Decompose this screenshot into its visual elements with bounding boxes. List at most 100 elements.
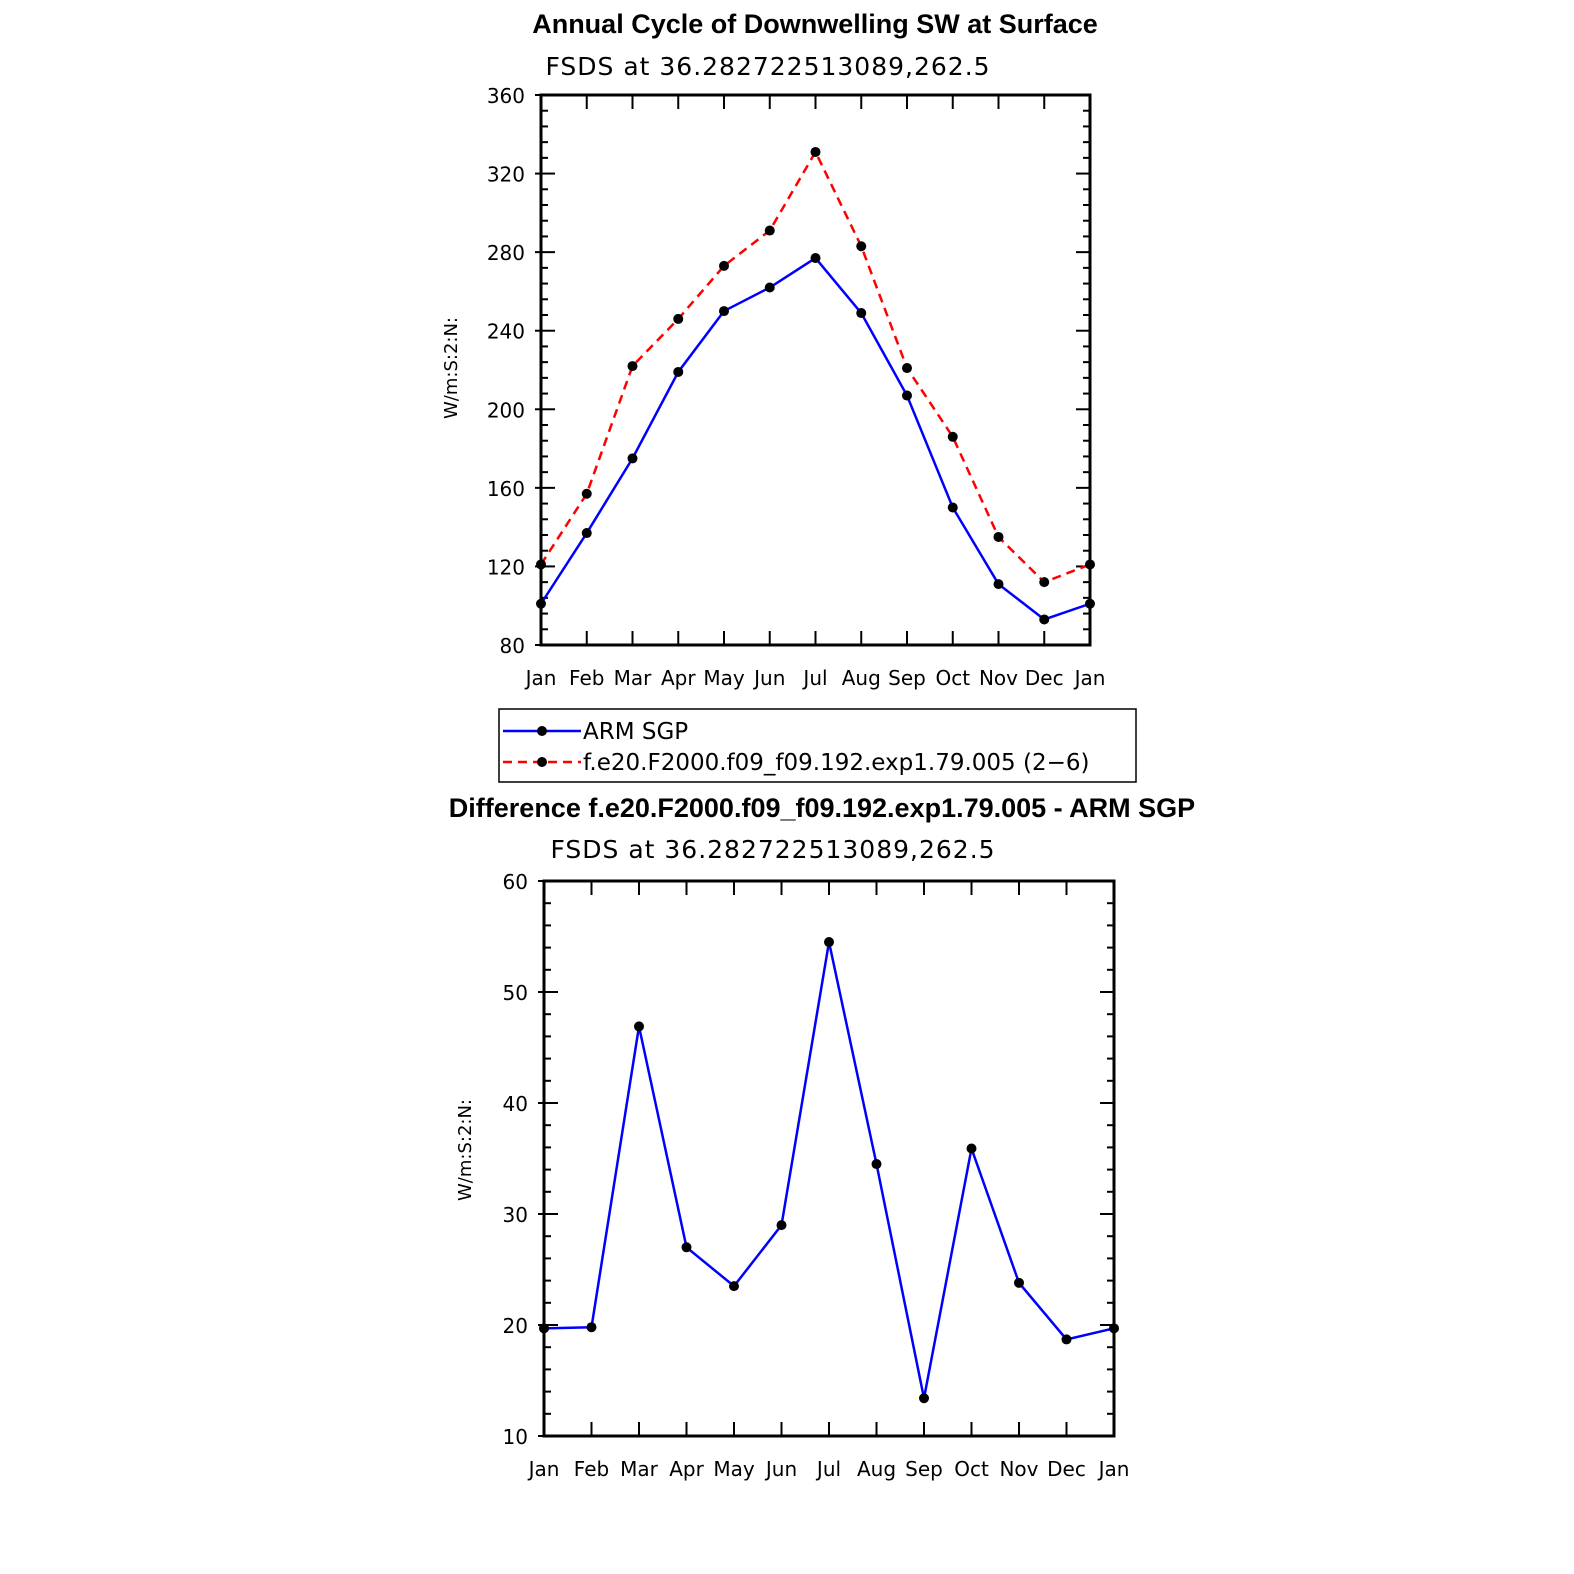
y-tick-label: 200 [487,398,525,422]
series-layer [536,146,1095,625]
series-line [539,256,1091,621]
x-tick-label: Sep [888,666,926,690]
legend-label-model: f.e20.F2000.f09_f09.192.exp1.79.005 (2−6… [583,750,1089,776]
x-tick-label: Oct [935,666,970,690]
series-line [539,149,1091,584]
y-tick-label: 360 [487,84,525,108]
x-tick-label: Mar [620,1457,659,1481]
y-tick-label: 30 [503,1203,528,1227]
data-point [581,528,592,539]
x-tick-label: Jul [801,666,827,690]
data-point [634,1021,644,1032]
data-point [627,453,638,464]
y-tick-label: 20 [503,1314,528,1338]
data-point [764,282,775,293]
data-point [673,366,684,377]
plot-frame [542,879,1116,1438]
data-point [1061,1334,1072,1345]
data-point [536,598,546,609]
chart-subtitle: FSDS at 36.282722513089,262.5 [550,835,995,864]
data-point [856,308,867,319]
x-tick-label: Jan [524,666,557,690]
plot-frame [539,93,1092,647]
ticks-layer: Jan Feb Mar Apr May Jun Jul Aug Sep Oct Nov Dec Jan 8… [487,84,1106,690]
x-tick-label: Jan [527,1457,560,1481]
x-tick-label: Sep [905,1457,943,1481]
x-tick-label: Nov [999,1457,1038,1481]
chart-title: Annual Cycle of Downwelling SW at Surfac… [532,9,1098,39]
x-tick-label: Mar [614,666,653,690]
data-point [993,579,1004,590]
data-point [810,253,821,264]
legend-label-arm-sgp: ARM SGP [583,719,688,745]
x-tick-label: Apr [669,1457,704,1481]
x-tick-label: Aug [842,666,881,690]
data-point [681,1242,692,1253]
data-point [764,225,775,236]
x-tick-label: Feb [569,666,604,690]
x-tick-label: Jan [1073,666,1106,690]
x-tick-label: Feb [574,1457,609,1481]
data-point [581,488,592,499]
y-axis-label: W/m:S:2:N: [455,1099,476,1201]
y-tick-label: 10 [503,1425,528,1449]
y-tick-label: 80 [500,634,525,658]
y-tick-label: 240 [487,320,525,344]
y-tick-label: 60 [503,870,528,894]
x-tick-label: Oct [954,1457,989,1481]
data-point [1109,1323,1119,1334]
data-point [1039,577,1050,588]
x-tick-label: Nov [979,666,1018,690]
y-tick-label: 160 [487,477,525,501]
legend-marker-model [537,757,547,767]
series-line [543,941,1115,1399]
x-tick-label: Jun [752,666,785,690]
x-tick-label: Jan [1097,1457,1130,1481]
annual-cycle-chart: Annual Cycle of Downwelling SW at Surfac… [441,9,1105,690]
data-point [1085,559,1095,570]
legend-marker-arm-sgp [537,726,547,736]
chart-subtitle: FSDS at 36.282722513089,262.5 [545,52,990,81]
x-tick-label: Apr [661,666,696,690]
ticks-layer: Jan Feb Mar Apr May Jun Jul Aug Sep Oct Nov Dec Jan 1… [503,870,1130,1481]
data-point [1014,1277,1024,1288]
legend: ARM SGP f.e20.F2000.f09_f09.192.exp1.79.… [498,708,1137,783]
data-point [729,1281,739,1292]
data-point [993,531,1004,542]
x-tick-label: Jul [815,1457,841,1481]
data-point [536,559,546,570]
data-point [1039,614,1050,625]
y-tick-label: 280 [487,241,525,265]
y-tick-label: 50 [503,981,528,1005]
x-tick-label: Dec [1047,1457,1086,1481]
x-tick-label: Aug [857,1457,896,1481]
data-point [776,1220,787,1231]
y-axis-label: W/m:S:2:N: [441,317,462,419]
data-point [627,361,638,372]
difference-chart: Difference f.e20.F2000.f09_f09.192.exp1.… [449,793,1195,1481]
data-point [947,502,958,513]
data-point [919,1393,929,1404]
y-tick-label: 120 [487,555,525,579]
x-tick-label: May [703,666,745,690]
data-point [673,313,684,324]
legend-box [498,708,1137,783]
data-point [902,390,912,401]
data-point [871,1159,882,1170]
series-layer [539,937,1119,1404]
x-tick-label: Jun [764,1457,797,1481]
chart-title: Difference f.e20.F2000.f09_f09.192.exp1.… [449,793,1195,823]
x-tick-label: May [713,1457,755,1481]
data-point [719,306,729,317]
data-point [586,1322,597,1333]
data-point [824,937,834,948]
x-tick-label: Dec [1025,666,1064,690]
data-point [856,241,867,252]
data-point [719,260,729,271]
y-tick-label: 320 [487,163,525,187]
data-point [539,1323,549,1334]
y-tick-label: 40 [503,1092,528,1116]
data-point [966,1143,977,1154]
data-point [810,146,821,157]
